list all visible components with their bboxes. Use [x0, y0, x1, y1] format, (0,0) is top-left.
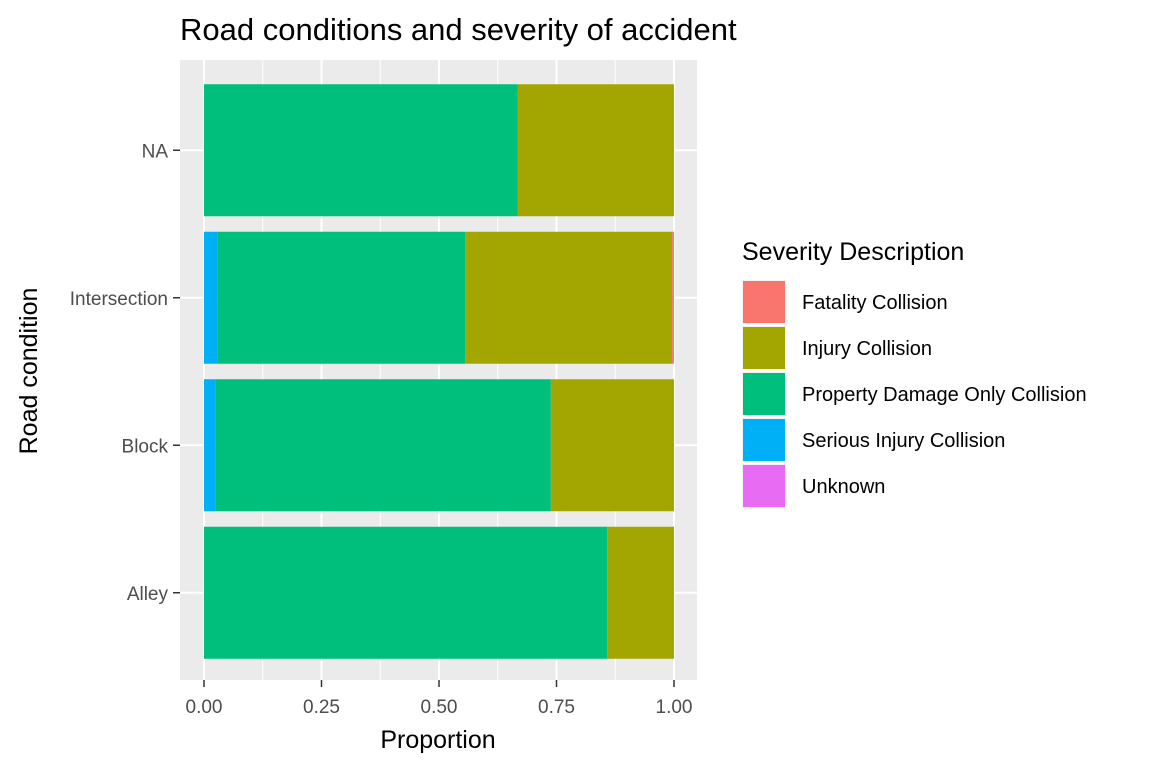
bar-segment: [550, 379, 674, 512]
legend-label: Serious Injury Collision: [802, 430, 1005, 452]
legend-key: [743, 419, 785, 461]
legend-title: Severity Description: [742, 238, 964, 266]
legend-label: Unknown: [802, 476, 885, 498]
x-tick-label: 0.25: [303, 697, 340, 718]
legend-label: Fatality Collision: [802, 292, 948, 314]
x-tick-label: 1.00: [656, 697, 693, 718]
x-tick-label: 0.50: [421, 697, 458, 718]
bar-segment: [517, 84, 674, 217]
legend-key: [743, 465, 785, 507]
legend-key: [743, 281, 785, 323]
y-tick-label: Block: [122, 436, 169, 457]
y-axis-title: Road condition: [15, 288, 43, 455]
bar-segment: [215, 379, 551, 512]
y-tick-label: Intersection: [70, 289, 168, 310]
y-tick-label: NA: [142, 141, 169, 162]
legend-label: Property Damage Only Collision: [802, 384, 1087, 406]
bar-segment: [204, 526, 608, 659]
x-axis-title: Proportion: [380, 726, 495, 754]
bar-segment: [204, 379, 216, 512]
legend-key: [743, 373, 785, 415]
legend-label: Injury Collision: [802, 338, 932, 360]
bar-segment: [465, 231, 673, 364]
bar-segment: [607, 526, 674, 659]
plot-area: Alley Block Intersection NA 0.00 0.25 0.50 0.75…: [70, 60, 697, 718]
bar-segment: [217, 231, 466, 364]
bar-segment: [204, 84, 518, 217]
bar-segment: [204, 231, 218, 364]
legend: Severity Description Fatality Collision I…: [742, 238, 1087, 508]
legend-key: [743, 327, 785, 369]
x-tick-label: 0.75: [538, 697, 575, 718]
y-tick-label: Alley: [127, 584, 169, 605]
x-tick-label: 0.00: [186, 697, 223, 718]
bar-segment: [672, 231, 674, 364]
chart-title: Road conditions and severity of accident: [180, 12, 737, 47]
